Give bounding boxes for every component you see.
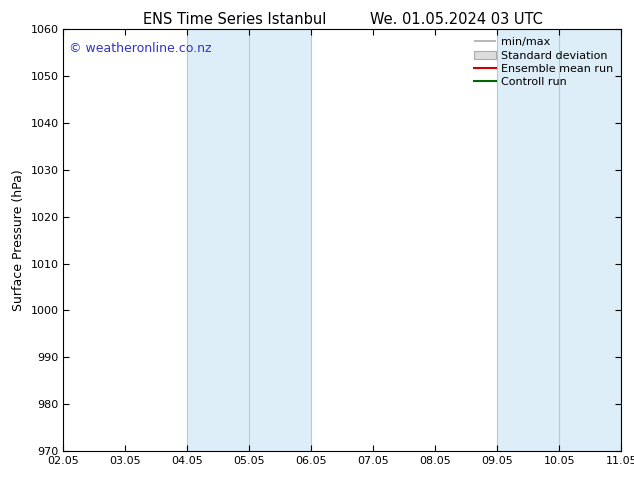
Legend: min/max, Standard deviation, Ensemble mean run, Controll run: min/max, Standard deviation, Ensemble me… (469, 33, 618, 92)
Bar (188, 29, 311, 451)
Y-axis label: Surface Pressure (hPa): Surface Pressure (hPa) (12, 169, 25, 311)
Text: We. 01.05.2024 03 UTC: We. 01.05.2024 03 UTC (370, 12, 543, 27)
Text: ENS Time Series Istanbul: ENS Time Series Istanbul (143, 12, 327, 27)
Bar (497, 29, 621, 451)
Text: © weatheronline.co.nz: © weatheronline.co.nz (69, 42, 212, 55)
